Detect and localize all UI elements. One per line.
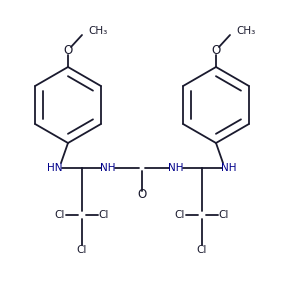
Text: Cl: Cl xyxy=(55,210,65,220)
Text: NH: NH xyxy=(100,163,116,173)
Text: CH₃: CH₃ xyxy=(88,26,107,36)
Text: CH₃: CH₃ xyxy=(236,26,255,36)
Text: Cl: Cl xyxy=(197,245,207,255)
Text: O: O xyxy=(137,188,147,202)
Text: Cl: Cl xyxy=(175,210,185,220)
Text: Cl: Cl xyxy=(77,245,87,255)
Text: NH: NH xyxy=(221,163,237,173)
Text: NH: NH xyxy=(168,163,184,173)
Text: O: O xyxy=(211,44,221,57)
Text: HN: HN xyxy=(47,163,63,173)
Text: Cl: Cl xyxy=(219,210,229,220)
Text: Cl: Cl xyxy=(99,210,109,220)
Text: O: O xyxy=(63,44,73,57)
